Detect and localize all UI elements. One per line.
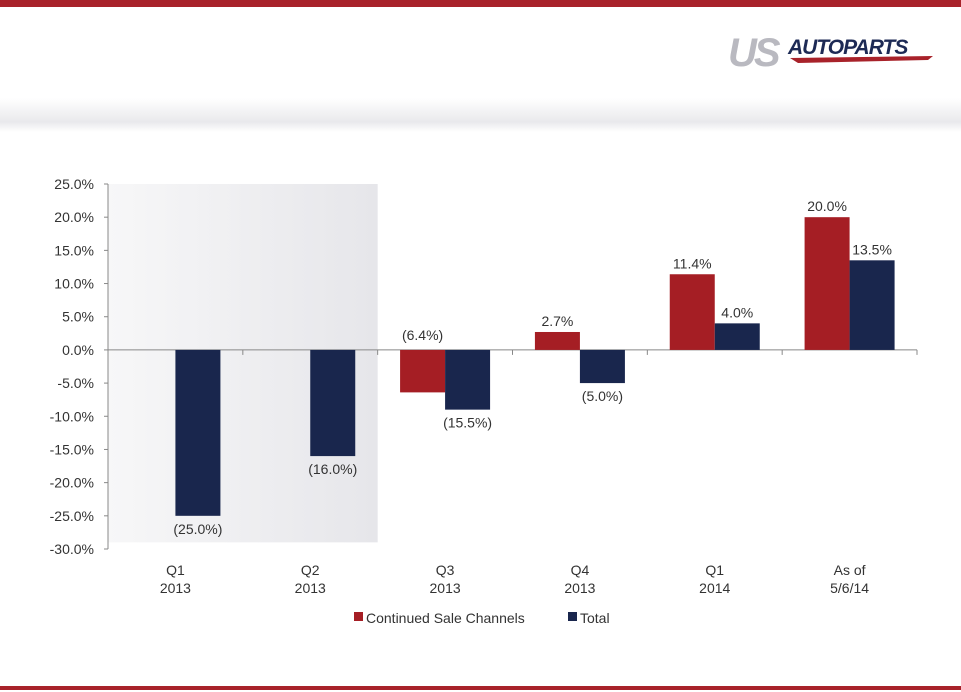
bar-total bbox=[175, 349, 221, 516]
data-label: 13.5% bbox=[852, 241, 892, 257]
data-label: (6.4%) bbox=[402, 327, 443, 343]
y-tick-label: 15.0% bbox=[54, 242, 94, 258]
x-tick-label: 2013 bbox=[564, 580, 595, 596]
bar-continued bbox=[804, 217, 850, 350]
y-tick-label: -25.0% bbox=[50, 508, 94, 524]
y-tick-label: 5.0% bbox=[62, 309, 94, 325]
x-tick-label: Q2 bbox=[301, 562, 320, 578]
bar-total bbox=[310, 349, 356, 457]
top-accent-bar bbox=[0, 0, 961, 7]
y-tick-label: 25.0% bbox=[54, 176, 94, 192]
x-tick-label: 2013 bbox=[430, 580, 461, 596]
bar-total bbox=[579, 349, 625, 384]
y-tick-label: 10.0% bbox=[54, 276, 94, 292]
y-tick-label: -5.0% bbox=[57, 375, 94, 391]
bar-continued bbox=[534, 331, 580, 350]
data-label: 11.4% bbox=[673, 255, 712, 271]
y-tick-label: -20.0% bbox=[50, 475, 94, 491]
legend-swatch-continued bbox=[354, 612, 363, 621]
svg-text:US: US bbox=[728, 31, 781, 72]
x-tick-label: Q3 bbox=[436, 562, 455, 578]
y-tick-label: -15.0% bbox=[50, 441, 94, 457]
y-tick-label: 0.0% bbox=[62, 342, 94, 358]
bottom-accent-bar bbox=[0, 686, 961, 690]
bar-continued bbox=[669, 274, 715, 350]
x-tick-label: 5/6/14 bbox=[830, 580, 869, 596]
data-label: 2.7% bbox=[541, 313, 573, 329]
x-tick-label: 2014 bbox=[699, 580, 730, 596]
data-label: 20.0% bbox=[807, 198, 847, 214]
x-tick-label: Q4 bbox=[571, 562, 590, 578]
us-autoparts-logo: US AUTOPARTS bbox=[728, 26, 940, 77]
data-label: (5.0%) bbox=[582, 388, 623, 404]
x-tick-label: As of bbox=[834, 562, 866, 578]
x-tick-label: Q1 bbox=[705, 562, 724, 578]
legend-label-total: Total bbox=[580, 610, 610, 626]
data-label: (16.0%) bbox=[308, 461, 357, 477]
y-tick-label: -10.0% bbox=[50, 408, 94, 424]
y-tick-label: -30.0% bbox=[50, 541, 94, 557]
bar-continued bbox=[400, 349, 446, 393]
data-label: (25.0%) bbox=[173, 521, 222, 537]
bar-total bbox=[714, 323, 760, 350]
svg-text:AUTOPARTS: AUTOPARTS bbox=[787, 36, 908, 59]
legend-swatch-total bbox=[568, 612, 577, 621]
y-tick-label: 20.0% bbox=[54, 209, 94, 225]
bar-total bbox=[445, 349, 491, 410]
bar-total bbox=[849, 260, 895, 350]
header-shade bbox=[0, 98, 961, 132]
x-tick-label: 2013 bbox=[160, 580, 191, 596]
data-label: 4.0% bbox=[721, 304, 753, 320]
x-tick-label: Q1 bbox=[166, 562, 185, 578]
x-tick-label: 2013 bbox=[295, 580, 326, 596]
legend-label-continued: Continued Sale Channels bbox=[366, 610, 525, 626]
data-label: (15.5%) bbox=[443, 415, 492, 431]
